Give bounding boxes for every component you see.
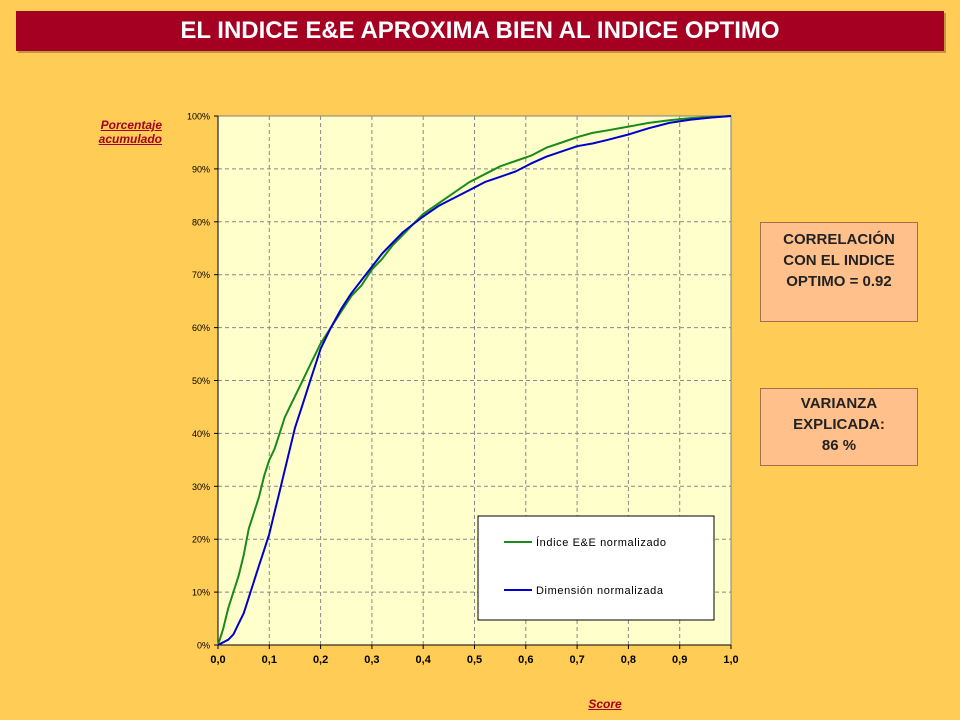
y-tick-label: 0% bbox=[197, 641, 210, 651]
x-axis-label: Score bbox=[588, 697, 622, 711]
x-tick-label: 0,0 bbox=[210, 654, 225, 666]
x-tick-label: 0,7 bbox=[569, 654, 584, 666]
y-axis-label: Porcentaje acumulado bbox=[70, 118, 162, 146]
variance-line-2: EXPLICADA: bbox=[793, 416, 885, 433]
x-tick-label: 0,1 bbox=[262, 654, 277, 666]
y-axis-label-line-2: acumulado bbox=[98, 132, 162, 146]
x-tick-label: 0,8 bbox=[621, 654, 636, 666]
x-tick-label: 0,4 bbox=[416, 654, 432, 666]
y-tick-label: 50% bbox=[192, 376, 210, 386]
correlation-box: CORRELACIÓN CON EL INDICE OPTIMO = 0.92 bbox=[760, 222, 918, 322]
x-tick-label: 0,9 bbox=[672, 654, 687, 666]
y-tick-label: 80% bbox=[192, 217, 210, 227]
y-tick-label: 40% bbox=[192, 429, 210, 439]
legend-label-2: Dimensión normalizada bbox=[536, 585, 664, 597]
correlation-line-1: CORRELACIÓN bbox=[783, 231, 895, 248]
x-tick-label: 0,3 bbox=[364, 654, 379, 666]
legend-label-1: Índice E&E normalizado bbox=[536, 536, 667, 549]
x-tick-label: 1,0 bbox=[723, 654, 738, 666]
x-tick-label: 0,2 bbox=[313, 654, 328, 666]
x-tick-label: 0,5 bbox=[467, 654, 482, 666]
x-tick-label: 0,6 bbox=[518, 654, 533, 666]
variance-line-1: VARIANZA bbox=[800, 395, 878, 412]
series-line-1 bbox=[217, 115, 732, 646]
y-tick-label: 10% bbox=[192, 588, 210, 598]
series-line-2 bbox=[217, 115, 732, 646]
y-tick-label: 100% bbox=[187, 112, 210, 122]
y-tick-label: 70% bbox=[192, 270, 210, 280]
y-tick-label: 30% bbox=[192, 482, 210, 492]
variance-line-3: 86 % bbox=[821, 437, 857, 454]
y-tick-label: 60% bbox=[192, 323, 210, 333]
y-tick-label: 20% bbox=[192, 535, 210, 545]
y-axis-label-line-1: Porcentaje bbox=[100, 118, 162, 132]
slide-title: EL INDICE E&E APROXIMA BIEN AL INDICE OP… bbox=[16, 11, 944, 51]
legend-box bbox=[477, 515, 715, 621]
variance-box: VARIANZA EXPLICADA: 86 % bbox=[760, 388, 918, 466]
y-tick-label: 90% bbox=[192, 164, 210, 174]
correlation-line-3: OPTIMO = 0.92 bbox=[786, 273, 892, 290]
correlation-line-2: CON EL INDICE bbox=[783, 252, 895, 269]
